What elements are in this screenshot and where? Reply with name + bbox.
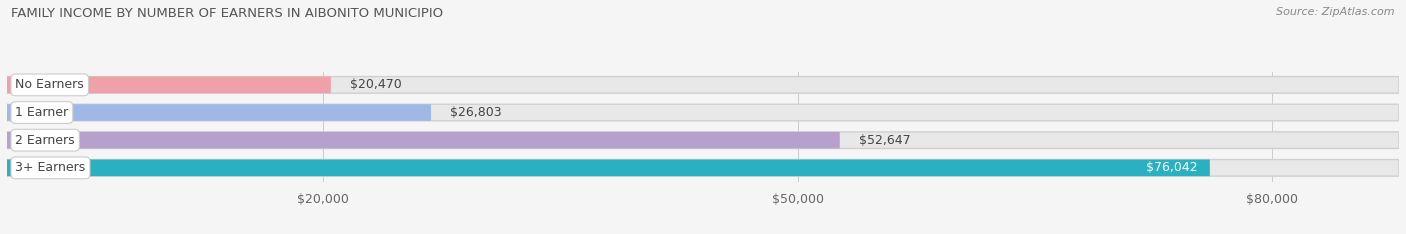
Text: $26,803: $26,803 [450,106,502,119]
Text: $52,647: $52,647 [859,134,910,147]
FancyBboxPatch shape [7,160,1399,176]
FancyBboxPatch shape [7,132,1399,149]
Text: $20,470: $20,470 [350,78,402,91]
FancyBboxPatch shape [7,104,1399,121]
FancyBboxPatch shape [7,77,330,93]
Text: $76,042: $76,042 [1146,161,1197,174]
Text: 3+ Earners: 3+ Earners [15,161,86,174]
Text: 1 Earner: 1 Earner [15,106,69,119]
FancyBboxPatch shape [7,77,1399,93]
Text: FAMILY INCOME BY NUMBER OF EARNERS IN AIBONITO MUNICIPIO: FAMILY INCOME BY NUMBER OF EARNERS IN AI… [11,7,443,20]
FancyBboxPatch shape [7,132,839,149]
Text: Source: ZipAtlas.com: Source: ZipAtlas.com [1277,7,1395,17]
FancyBboxPatch shape [7,160,1209,176]
Text: 2 Earners: 2 Earners [15,134,75,147]
Text: No Earners: No Earners [15,78,84,91]
FancyBboxPatch shape [7,104,432,121]
